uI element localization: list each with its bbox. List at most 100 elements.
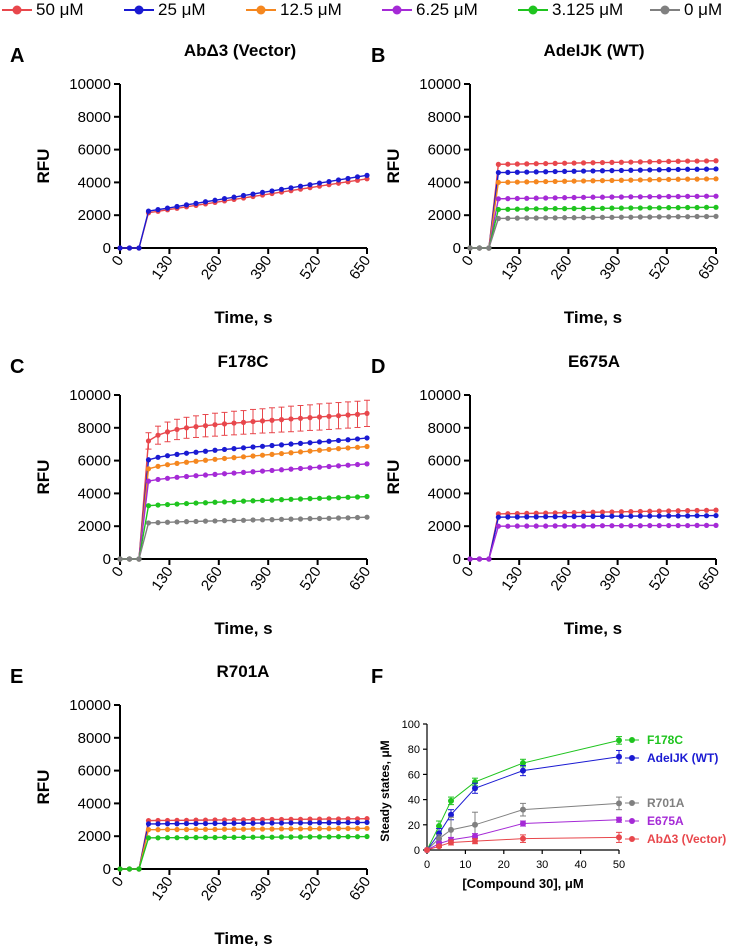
data-point [685,166,691,172]
series-r701a: R701A [424,796,685,853]
y-tick-label: 2000 [428,207,461,224]
data-point [637,513,643,519]
data-point [345,445,351,451]
series-label: F178C [647,733,683,747]
data-point [212,518,218,524]
data-point [599,214,606,220]
data-point [637,508,643,515]
data-point [288,416,294,422]
data-point [307,496,313,502]
y-tick-label: 10000 [69,697,111,714]
data-point [524,195,530,201]
y-tick-label: 0 [103,240,111,257]
data-point [354,174,361,180]
data-point [307,816,313,822]
data-point [307,465,313,471]
data-point [571,215,577,221]
data-point [193,449,199,455]
data-point [145,827,152,833]
data-point [543,169,549,175]
data-point [364,514,370,520]
panel-D: D E675A 0 2000 4000 6000 8000 10000 0 130 260 390 52… [371,352,723,638]
data-point [562,168,568,175]
panel-E: E R701A 0 2000 4000 6000 8000 10000 0 130 260 390 52… [10,662,374,946]
data-point [231,834,237,840]
data-point [364,493,370,500]
data-point [571,509,577,516]
data-point [326,495,332,501]
data-point [335,463,342,469]
data-point [297,449,304,455]
data-point [520,820,526,827]
data-point [288,185,294,191]
data-point [590,509,596,515]
data-point [609,513,615,519]
data-point [297,834,304,840]
data-point [609,523,615,529]
data-point [703,193,710,199]
data-point [590,194,596,200]
data-point [278,467,285,473]
data-point [562,510,568,516]
data-point [713,193,719,199]
data-point [117,245,123,251]
x-axis-label: Time, s [214,619,272,638]
data-point [647,159,653,165]
data-point [713,507,719,513]
legend-marker-6-25 [392,5,402,15]
data-point [288,466,294,472]
data-point [666,167,672,173]
data-point [174,501,180,507]
data-point [269,451,275,457]
data-point [694,158,700,164]
legend: 50 μM 25 μM 12.5 μM 6.25 μM 3.125 μM 0 μ… [0,0,740,24]
data-point [164,475,171,481]
series-0-m [117,514,370,562]
data-point [335,816,342,822]
data-point [145,438,152,444]
data-point [288,516,294,522]
data-point [354,819,361,826]
data-point [183,500,190,507]
series-25-m [117,819,370,872]
data-point [278,834,285,840]
data-point [514,179,520,185]
data-point [618,159,624,165]
series-line [426,739,620,851]
x-tick-label: 30 [536,859,548,871]
data-point [345,825,351,832]
data-point [590,523,596,529]
data-point [580,160,587,166]
series-50-m [467,507,719,562]
data-point [616,753,622,760]
data-point [250,418,256,425]
data-point [174,821,180,827]
x-tick-label: 520 [646,253,674,283]
data-point [288,820,294,826]
data-point [231,820,237,826]
data-point [495,161,501,167]
data-point [326,820,332,826]
data-point [685,522,691,529]
series-label: E675A [647,814,684,828]
x-tick-label: 50 [613,859,625,871]
series-line [120,835,368,870]
data-point [505,196,511,202]
data-point [202,199,209,205]
data-point [221,834,228,840]
data-point [231,826,237,832]
data-point [155,827,161,833]
data-point [364,172,370,178]
data-point [193,200,199,206]
data-point [628,513,634,519]
data-point [307,182,313,188]
data-point [288,496,294,502]
panel-letter: E [10,666,23,688]
data-point [345,819,351,826]
data-point [297,415,304,421]
data-point [354,436,361,442]
data-point [675,176,681,182]
data-point [656,205,662,211]
data-point [609,167,615,174]
data-point [467,556,473,562]
